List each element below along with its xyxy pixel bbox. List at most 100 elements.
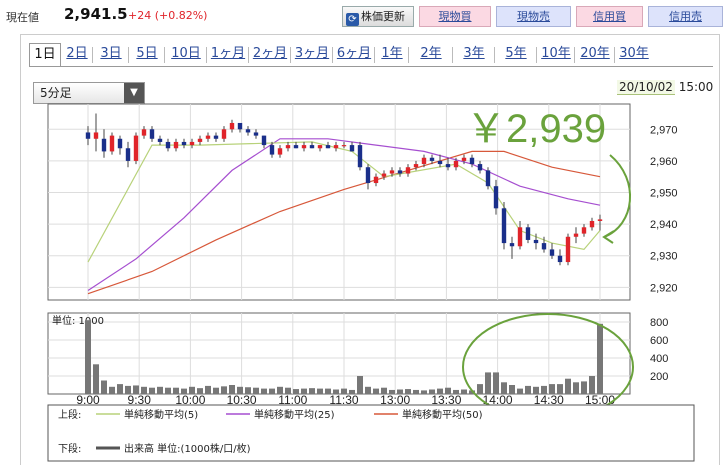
volume-bar	[437, 388, 443, 394]
candle	[453, 160, 459, 168]
spot-buy-button[interactable]: 現物買	[419, 6, 491, 27]
range-tab-4[interactable]: 10日	[171, 46, 201, 61]
range-tab-11[interactable]: 3年	[463, 46, 485, 61]
range-tab-5[interactable]: 1ヶ月	[210, 46, 246, 61]
candle	[221, 129, 227, 139]
candle	[461, 157, 467, 161]
range-tab-1[interactable]: 2日	[66, 46, 88, 61]
legend-ma25-name: 単純移動平均(25)	[254, 408, 335, 421]
range-tab-13[interactable]: 10年	[541, 46, 571, 61]
range-tab-6[interactable]: 2ヶ月	[252, 46, 288, 61]
candle	[325, 145, 331, 149]
x-tick-label: 10:00	[175, 393, 205, 407]
current-price: 2,941.5	[64, 5, 128, 23]
range-tab-8[interactable]: 6ヶ月	[336, 46, 372, 61]
volume-bar	[325, 388, 331, 394]
volume-bar	[549, 384, 555, 394]
tab-separator	[206, 47, 207, 63]
volume-bar	[277, 386, 283, 394]
volume-bar	[317, 388, 323, 394]
range-tab-9[interactable]: 1年	[381, 46, 403, 61]
candle	[245, 129, 251, 133]
candle	[165, 141, 171, 149]
margin-sell-button[interactable]: 信用売	[648, 6, 723, 27]
volume-bar	[93, 364, 99, 394]
range-tab-0[interactable]: 1日	[29, 43, 61, 67]
chart-panel: 1日 2日 3日 5日 10日 1ヶ月 2ヶ月 3ヶ月 6ヶ月 1年 2年 3年 5年 10年 20年 30年…	[20, 34, 720, 465]
tab-separator	[374, 47, 375, 63]
x-tick-label: 11:00	[278, 393, 307, 407]
price-tick-label: 2,940	[650, 219, 678, 231]
candle	[237, 122, 243, 130]
tab-separator	[408, 47, 409, 63]
volume-bar	[333, 389, 339, 394]
tab-underline	[29, 66, 713, 67]
candle	[557, 255, 563, 263]
volume-bar	[373, 388, 379, 394]
candle	[261, 135, 267, 146]
spot-sell-button[interactable]: 現物売	[496, 6, 571, 27]
range-tab-14[interactable]: 20年	[580, 46, 610, 61]
interval-select-value: 5分足	[40, 86, 72, 100]
legend-ma50-name: 単純移動平均(50)	[402, 408, 483, 421]
volume-bar	[517, 388, 523, 394]
candle	[285, 145, 291, 149]
volume-bar	[341, 388, 347, 394]
x-tick-label: 14:30	[534, 393, 564, 407]
candle	[381, 173, 387, 177]
candle	[253, 132, 259, 136]
candle	[589, 220, 595, 228]
volume-bar	[221, 386, 227, 394]
volume-bar	[101, 380, 107, 394]
candle	[421, 157, 427, 165]
candle	[349, 145, 355, 152]
x-tick-label: 15:00	[585, 393, 615, 407]
volume-bar	[109, 386, 115, 394]
candle	[293, 145, 299, 149]
volume-bar	[389, 389, 395, 394]
candle	[429, 157, 435, 161]
volume-tick-label: 600	[650, 335, 668, 347]
tab-separator	[536, 47, 537, 63]
range-tab-10[interactable]: 2年	[420, 46, 442, 61]
volume-bar	[557, 384, 563, 394]
candle	[581, 227, 587, 234]
volume-bar	[189, 386, 195, 394]
volume-bar	[493, 372, 499, 394]
range-tab-15[interactable]: 30年	[619, 46, 649, 61]
range-tab-3[interactable]: 5日	[136, 46, 158, 61]
volume-bar	[421, 390, 427, 394]
legend-lower-label: 下段:	[58, 442, 81, 455]
volume-bar	[141, 386, 147, 394]
candle	[469, 157, 475, 165]
candle	[309, 145, 315, 149]
candle	[269, 145, 275, 155]
refresh-quote-button[interactable]: ⟳ 株価更新	[342, 6, 414, 27]
volume-bar	[405, 389, 411, 394]
volume-bar	[501, 382, 507, 394]
candle	[485, 170, 491, 187]
volume-bar	[205, 385, 211, 394]
chart-time: 15:00	[678, 80, 714, 94]
volume-bar	[581, 381, 587, 394]
current-price-label: 現在値	[6, 11, 39, 24]
interval-select[interactable]: 5分足 ▼	[33, 82, 145, 104]
price-tick-label: 2,970	[650, 124, 678, 136]
volume-bar	[213, 387, 219, 394]
tab-separator	[290, 47, 291, 63]
range-tab-7[interactable]: 3ヶ月	[294, 46, 330, 61]
candle	[493, 186, 499, 209]
x-tick-label: 11:30	[329, 393, 358, 407]
margin-buy-button[interactable]: 信用買	[576, 6, 643, 27]
range-tab-12[interactable]: 5年	[505, 46, 527, 61]
candle	[117, 138, 123, 149]
range-tab-2[interactable]: 3日	[100, 46, 122, 61]
candle	[597, 219, 603, 221]
candle	[157, 138, 163, 142]
candle	[405, 167, 411, 174]
volume-bar	[397, 389, 403, 394]
volume-bar	[301, 388, 307, 394]
volume-bar	[525, 385, 531, 394]
chart-timestamp: 20/10/02 15:00	[617, 80, 714, 95]
candle	[101, 138, 107, 152]
